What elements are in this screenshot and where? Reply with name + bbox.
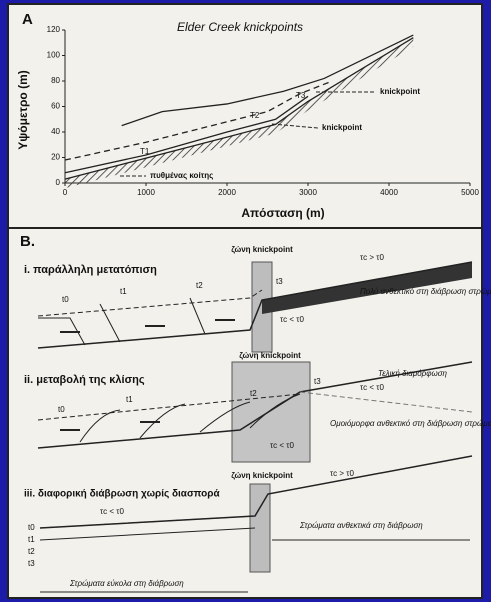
y-tick-label: 40: [51, 127, 60, 136]
time-label: t2: [196, 281, 203, 290]
time-label: t0: [62, 295, 69, 304]
panel-label: B.: [20, 233, 35, 250]
chart-title: Elder Creek knickpoints: [177, 20, 303, 34]
note: Ομοιόμορφα ανθεκτικό στη διάβρωση στρώμα: [330, 419, 491, 428]
y-tick-label: 100: [47, 51, 61, 60]
x-tick-label: 2000: [218, 188, 236, 197]
note: Στρώματα ανθεκτικά στη διάβρωση: [299, 521, 423, 530]
shear-label: τc < τ0: [360, 383, 384, 392]
shear-label: τc < τ0: [280, 315, 304, 324]
time-label: t0: [58, 405, 65, 414]
time-label: t3: [28, 559, 35, 568]
note: Πολύ ανθεκτικό στη διάβρωση στρώμα: [360, 287, 491, 296]
section-title: i. παράλληλη μετατόπιση: [24, 264, 157, 276]
y-tick-label: 0: [56, 178, 61, 187]
shear-label: τc > τ0: [330, 469, 354, 478]
x-tick-label: 3000: [299, 188, 317, 197]
shear-label: τc > τ0: [360, 253, 384, 262]
page: {"chart_data": {"type": "line", "panel":…: [0, 0, 491, 602]
section-title: iii. διαφορική διάβρωση χωρίς διασπορά: [24, 489, 220, 500]
shear-label: τc < τ0: [100, 507, 124, 516]
panel-label: A: [22, 11, 33, 28]
x-tick-label: 5000: [461, 188, 479, 197]
annotation: knickpoint: [380, 87, 420, 96]
x-tick-label: 1000: [137, 188, 155, 197]
section-title: ii. μεταβολή της κλίσης: [24, 374, 145, 386]
note: Στρώματα εύκολα στη διάβρωση: [69, 579, 184, 588]
x-axis-label: Απόσταση (m): [241, 206, 324, 220]
zone-label: ζώνη knickpoint: [231, 245, 293, 254]
shear-label: τc < τ0: [270, 441, 294, 450]
time-label: t1: [126, 395, 133, 404]
x-tick-label: 0: [63, 188, 68, 197]
y-axis-label: Υψόμετρο (m): [16, 70, 30, 150]
time-label: t3: [314, 377, 321, 386]
figure: A Elder Creek knickpoints Απόσταση (m) Υ…: [0, 0, 491, 602]
zone-label: ζώνη knickpoint: [231, 471, 293, 480]
note: Τελική διαμόρφωση: [378, 369, 448, 378]
y-tick-label: 80: [51, 76, 60, 85]
annotation: knickpoint: [322, 123, 362, 132]
y-tick-label: 120: [47, 25, 61, 34]
time-label: t2: [250, 389, 257, 398]
y-tick-label: 60: [51, 102, 60, 111]
time-label: t1: [28, 535, 35, 544]
time-label: t3: [276, 277, 283, 286]
zone-label: ζώνη knickpoint: [239, 351, 301, 360]
time-label: t2: [28, 547, 35, 556]
series-label: πυθμένας κοίτης: [150, 171, 213, 180]
y-tick-label: 20: [51, 153, 60, 162]
time-label: t1: [120, 287, 127, 296]
x-tick-label: 4000: [380, 188, 398, 197]
time-label: t0: [28, 523, 35, 532]
